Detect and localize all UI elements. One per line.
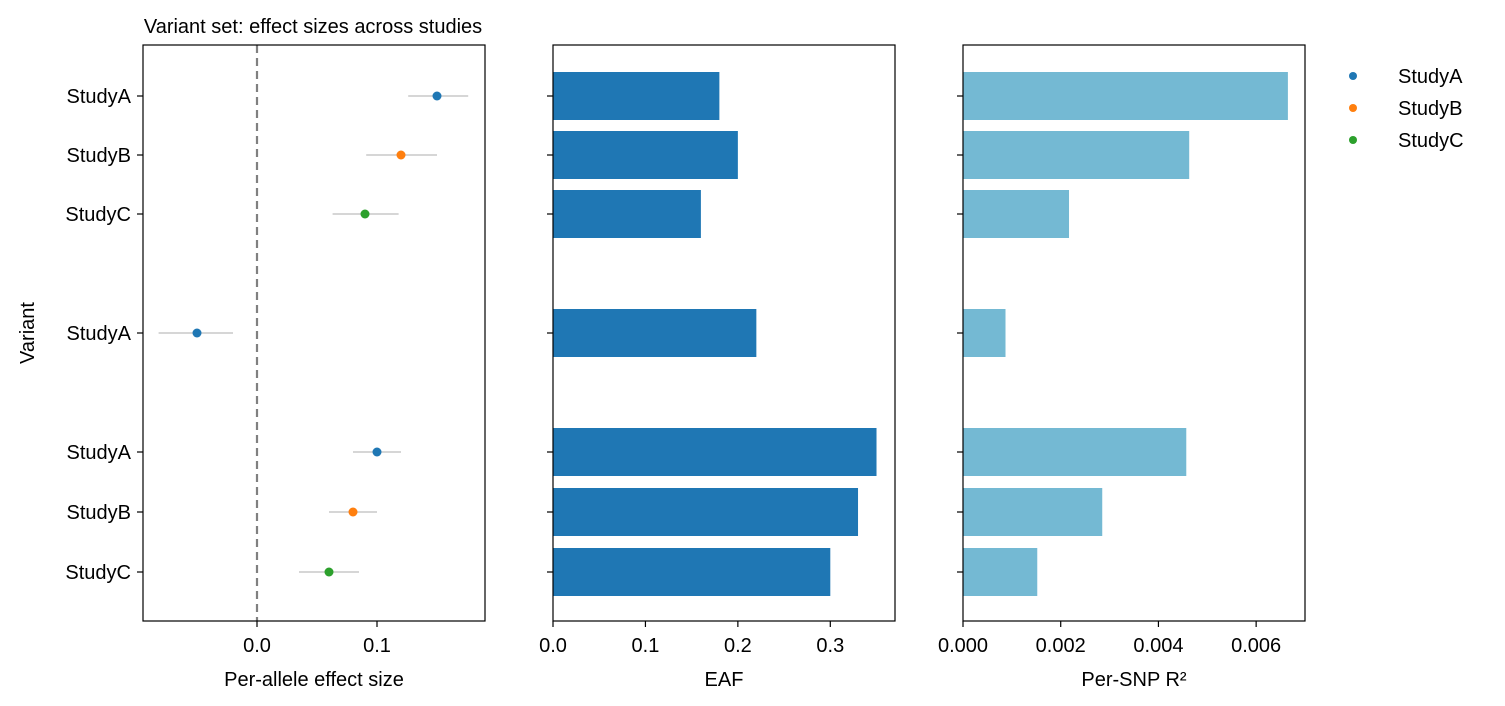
forest-axes-frame [142, 44, 486, 622]
forest-y-axis-label: Variant [17, 302, 39, 364]
legend-label: StudyA [1398, 66, 1463, 88]
y-tick-label: StudyA [67, 86, 132, 108]
x-tick-label: 0.0 [539, 635, 567, 657]
forest-marks [158, 45, 469, 621]
effect-point [360, 209, 370, 219]
x-tick-label: 0.000 [938, 635, 988, 657]
y-tick-label: StudyB [67, 145, 131, 167]
bar [553, 72, 720, 120]
effect-point [324, 567, 334, 577]
effect-point [396, 150, 406, 160]
legend: StudyA StudyB StudyC [1349, 66, 1464, 152]
bar [553, 428, 877, 476]
x-tick-label: 0.1 [632, 635, 660, 657]
effect-size-panel: Variant set: effect sizes across studies… [17, 16, 486, 691]
r2-axes-frame [962, 44, 1306, 622]
eaf-y-ticks [547, 95, 553, 573]
bar [963, 488, 1103, 536]
effect-point [192, 328, 202, 338]
legend-label: StudyB [1398, 98, 1462, 120]
eaf-x-axis-label: EAF [705, 669, 744, 691]
r2-panel: 0.000 0.002 0.004 0.006 Per-SNP R² [938, 44, 1306, 691]
eaf-panel: 0.0 0.1 0.2 0.3 EAF [539, 44, 896, 691]
bar [963, 131, 1190, 179]
x-tick-label: 0.1 [363, 635, 391, 657]
bar [963, 309, 1006, 357]
bar [553, 309, 757, 357]
eaf-x-ticks: 0.0 0.1 0.2 0.3 [539, 621, 844, 657]
legend-marker [1349, 136, 1357, 144]
r2-bars [963, 72, 1288, 596]
eaf-axes-frame [552, 44, 896, 622]
y-tick-label: StudyC [65, 562, 131, 584]
y-tick-label: StudyA [67, 442, 132, 464]
bar [553, 131, 738, 179]
bar [553, 548, 831, 596]
y-tick-label: StudyA [67, 323, 132, 345]
bar [963, 548, 1038, 596]
effect-point [432, 91, 442, 101]
bar [553, 190, 701, 238]
x-tick-label: 0.0 [243, 635, 271, 657]
bar [963, 190, 1070, 238]
bar [963, 72, 1288, 120]
legend-label: StudyC [1398, 130, 1464, 152]
r2-y-ticks [957, 95, 963, 573]
x-tick-label: 0.004 [1133, 635, 1183, 657]
x-tick-label: 0.3 [816, 635, 844, 657]
forest-y-ticks: StudyA StudyB StudyC StudyA StudyA StudyB Stud… [65, 86, 143, 584]
x-tick-label: 0.2 [724, 635, 752, 657]
r2-x-ticks: 0.000 0.002 0.004 0.006 [938, 621, 1281, 657]
bar [963, 428, 1187, 476]
x-tick-label: 0.006 [1231, 635, 1281, 657]
forest-x-ticks: 0.0 0.1 [243, 621, 391, 657]
y-tick-label: StudyB [67, 502, 131, 524]
chart-title: Variant set: effect sizes across studies [144, 16, 482, 38]
x-tick-label: 0.002 [1036, 635, 1086, 657]
bar [553, 488, 859, 536]
effect-point [372, 447, 382, 457]
y-tick-label: StudyC [65, 204, 131, 226]
legend-marker [1349, 104, 1357, 112]
eaf-bars [553, 72, 877, 596]
forest-x-axis-label: Per-allele effect size [224, 669, 404, 691]
r2-x-axis-label: Per-SNP R² [1081, 669, 1187, 691]
legend-marker [1349, 72, 1357, 80]
effect-point [348, 507, 358, 517]
